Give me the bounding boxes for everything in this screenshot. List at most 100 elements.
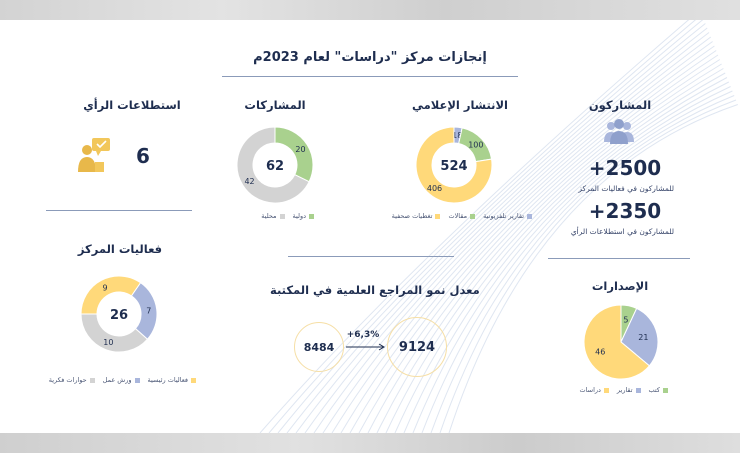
participants-divider (548, 258, 690, 259)
publications-legend-label: تقارير (616, 386, 633, 394)
participations-legend-item: دولية (293, 212, 314, 220)
media-legend-item: مقالات (448, 212, 476, 220)
publications-legend-swatch (603, 387, 609, 393)
participants-heading: المشاركون (588, 98, 652, 112)
participations-legend-label: محلية (261, 212, 277, 220)
media-legend-item: تقارير تلفزيونية (483, 212, 532, 220)
swoosh-line (439, 99, 737, 433)
events-legend-label: فعاليات رئيسية (147, 376, 189, 384)
publications-slice-2 (583, 304, 651, 380)
media-center-total: 524 (440, 159, 467, 174)
swoosh-line (349, 54, 719, 433)
events-legend-swatch (134, 377, 140, 383)
media-legend: تقارير تلفزيونية مقالات تغطيات صحفية (372, 212, 532, 220)
events-legend: فعاليات رئيسية ورش عمل حوارات فكرية (46, 376, 196, 384)
publications-legend-label: كتب (648, 386, 660, 394)
polls-divider (46, 210, 192, 211)
participants-events-value: +2500 (588, 156, 662, 180)
publications-legend-item: تقارير (617, 386, 641, 394)
publications-slice-label-0: 5 (623, 316, 628, 325)
library-start-value: 8484 (294, 322, 344, 372)
page-title: إنجازات مركز "دراسات" لعام 2023م (253, 50, 487, 65)
swoosh-line (268, 20, 697, 433)
swoosh-line (358, 59, 721, 433)
swoosh-line (295, 27, 708, 433)
swoosh-line (430, 95, 735, 433)
swoosh-line (277, 20, 704, 433)
background-swoosh-lines (259, 20, 738, 433)
events-slice-label-2: 10 (103, 338, 113, 347)
publications-slice-label-1: 21 (638, 333, 648, 342)
publications-legend-label: دراسات (579, 386, 601, 394)
swoosh-line (322, 41, 713, 433)
events-slice-label-1: 7 (146, 306, 151, 315)
swoosh-line (259, 20, 690, 433)
media-legend-label: تغطيات صحفية (391, 212, 433, 220)
events-legend-swatch (191, 377, 196, 383)
swoosh-line (331, 45, 715, 433)
poll-person-icon (78, 138, 110, 172)
publications-pie-chart: 5 21 46 (583, 304, 659, 380)
participations-slice-label-1: 42 (244, 177, 254, 186)
participations-slice-label-0: 20 (295, 145, 305, 154)
media-legend-item: تغطيات صحفية (392, 212, 441, 220)
events-legend-item: فعاليات رئيسية (147, 376, 196, 384)
participations-heading: المشاركات (244, 98, 306, 112)
top-frame-band (0, 0, 740, 20)
swoosh-line (412, 86, 731, 433)
bottom-frame-band (0, 433, 740, 453)
library-end-value: 9124 (387, 317, 447, 377)
publications-slice-1 (620, 307, 659, 367)
library-heading: معدل نمو المراجع العلمية في المكتبة (270, 283, 480, 297)
events-legend-swatch (89, 377, 95, 383)
people-group-icon (604, 119, 634, 144)
participants-events-label: للمشاركون في فعاليات المركز (578, 184, 674, 193)
library-growth-label: +6,3% (346, 330, 380, 340)
participations-legend-item: محلية (261, 212, 285, 220)
infographic-canvas: إنجازات مركز "دراسات" لعام 2023م المشارك… (0, 20, 740, 433)
events-legend-label: ورش عمل (102, 376, 132, 384)
arrow-right-icon (346, 343, 385, 351)
media-heading: الانتشار الإعلامي (411, 98, 508, 112)
swoosh-line (304, 32, 710, 433)
participations-center-total: 62 (266, 159, 284, 174)
swoosh-line (286, 23, 706, 433)
library-divider (288, 256, 454, 257)
publications-slice-label-2: 46 (595, 348, 605, 357)
participants-polls-value: +2350 (588, 199, 662, 223)
swoosh-line (340, 50, 717, 433)
participants-polls-label: للمشاركون في استطلاعات الرأي (570, 227, 674, 236)
polls-heading: استطلاعات الرأي (83, 98, 181, 112)
media-legend-swatch (435, 213, 441, 219)
participations-donut-chart: 20 42 62 (236, 126, 314, 204)
participations-legend: دولية محلية (236, 212, 314, 220)
media-donut-chart: 18 100 406 524 (415, 126, 493, 204)
swoosh-line (448, 104, 738, 433)
events-heading: فعاليات المركز (77, 242, 163, 256)
participations-slice-1 (236, 126, 310, 204)
media-slice-2 (415, 126, 493, 204)
publications-heading: الإصدارات (591, 279, 649, 293)
publications-legend: كتب تقارير دراسات (578, 386, 668, 394)
events-slice-label-0: 9 (103, 283, 108, 292)
events-donut-chart: 9 7 10 26 (80, 275, 158, 353)
media-slice-label-2: 406 (427, 184, 442, 193)
title-underline (222, 76, 518, 77)
participations-legend-swatch (279, 213, 285, 219)
media-slice-label-0: 18 (452, 131, 462, 140)
media-slice-label-1: 100 (468, 140, 483, 149)
swoosh-line (376, 68, 724, 433)
media-legend-label: مقالات (448, 212, 468, 220)
publications-legend-swatch (663, 387, 668, 393)
media-legend-label: تقارير تلفزيونية (483, 212, 524, 220)
media-legend-swatch (527, 213, 532, 219)
publications-legend-item: كتب (649, 386, 668, 394)
publications-legend-item: دراسات (580, 386, 609, 394)
media-legend-swatch (470, 213, 476, 219)
swoosh-line (421, 90, 733, 433)
events-center-total: 26 (110, 308, 128, 323)
polls-value: 6 (136, 144, 150, 168)
swoosh-line (313, 36, 712, 433)
events-legend-item: حوارات فكرية (49, 376, 95, 384)
publications-legend-swatch (635, 387, 641, 393)
